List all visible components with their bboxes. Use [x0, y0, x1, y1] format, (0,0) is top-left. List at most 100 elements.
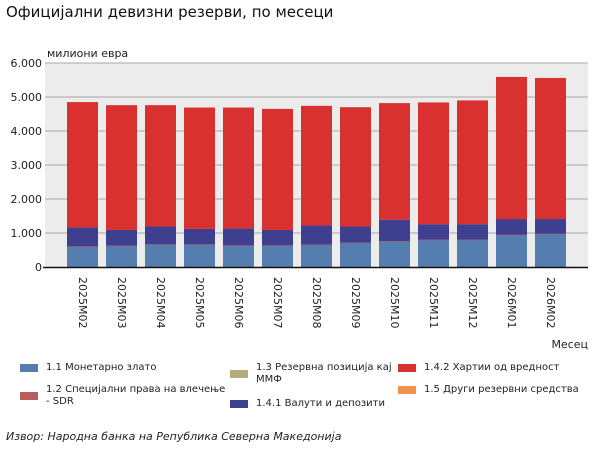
x-tick-label: 2025M04	[154, 277, 167, 328]
legend-label-line: 1.5 Други резервни средства	[424, 384, 579, 395]
legend: 1.1 Монетарно злато 1.2 Специјални права …	[0, 356, 600, 426]
x-tick-label-group: 2025M03	[115, 277, 128, 328]
bar-segment	[106, 105, 137, 230]
x-tick-label-group: 2025M05	[193, 277, 206, 328]
legend-label: 1.4.1 Валути и депозити	[256, 398, 385, 410]
bar-segment	[535, 233, 566, 235]
x-tick-label: 2025M10	[388, 277, 401, 328]
legend-swatch	[20, 364, 38, 372]
bar-segment	[496, 235, 527, 267]
x-tick-label: 2025M08	[310, 277, 323, 328]
bar-segment	[262, 245, 293, 247]
legend-swatch	[398, 364, 416, 372]
y-tick-label: 1.000	[11, 227, 43, 240]
legend-label: 1.5 Други резервни средства	[424, 384, 579, 396]
bar-segment	[184, 228, 215, 245]
bar-segment	[379, 103, 410, 220]
legend-label-line: 1.1 Монетарно злато	[46, 362, 157, 373]
bar-segment	[262, 108, 293, 230]
bar-segment	[262, 245, 293, 267]
bar-segment	[145, 105, 176, 227]
x-tick-label: 2025M11	[427, 277, 440, 328]
bar-segment	[457, 224, 488, 240]
x-tick-label-group: 2025M12	[466, 277, 479, 328]
bar-segment	[496, 234, 527, 236]
legend-label-line: 1.4.1 Валути и депозити	[256, 398, 385, 409]
legend-label-line: - SDR	[46, 396, 74, 407]
legend-swatch	[230, 400, 248, 408]
x-tick-label-group: 2025M09	[349, 277, 362, 328]
x-tick-label-group: 2025M07	[271, 277, 284, 328]
x-tick-label: 2025M05	[193, 277, 206, 328]
y-axis-label: милиони евра	[47, 47, 128, 60]
bar-segment	[145, 244, 176, 267]
x-tick-label: 2025M02	[76, 277, 89, 328]
bar-segment	[379, 240, 410, 242]
bar-segment	[184, 107, 215, 229]
y-tick-label: 5.000	[11, 91, 43, 104]
x-tick-label-group: 2025M11	[427, 277, 440, 328]
legend-label: 1.3 Резервна позиција кај ММФ	[256, 362, 392, 386]
stacked-bar-chart: 0 1.000 2.000 3.000 4.000 5.000 6.000 милиони е…	[11, 47, 588, 351]
bar-segment	[340, 226, 371, 243]
source-note: Извор: Народна банка на Република Северн…	[6, 430, 342, 443]
legend-label-line: 1.3 Резервна позиција кај	[256, 362, 392, 373]
bar-segment	[418, 239, 449, 241]
x-tick-label-group: 2026M01	[505, 277, 518, 328]
x-tick-label: 2025M07	[271, 277, 284, 328]
bar-segment	[457, 239, 488, 267]
bar-segment	[145, 226, 176, 245]
y-tick-label: 4.000	[11, 125, 43, 138]
x-tick-label-group: 2025M04	[154, 277, 167, 328]
x-tick-label-group: 2025M10	[388, 277, 401, 328]
bar-segment	[223, 228, 254, 246]
bar-segment	[457, 100, 488, 225]
bar-segment	[340, 242, 371, 267]
x-tick-label-group: 2025M02	[76, 277, 89, 328]
chart-title: Официјални девизни резерви, по месеци	[6, 3, 334, 21]
bar-segment	[301, 225, 332, 245]
x-tick-label-group: 2025M06	[232, 277, 245, 328]
x-tick-label: 2026M01	[505, 277, 518, 328]
y-tick-label: 0	[35, 261, 42, 274]
legend-swatch	[398, 386, 416, 394]
bar-segment	[106, 245, 137, 267]
bar-segment	[67, 102, 98, 228]
legend-label: 1.4.2 Хартии од вредност	[424, 362, 559, 374]
legend-label-line: 1.2 Специјални права на влечење	[46, 384, 226, 395]
bar-segment	[340, 242, 371, 244]
legend-label-line: ММФ	[256, 374, 282, 385]
x-tick-label-group: 2025M08	[310, 277, 323, 328]
x-tick-label: 2025M12	[466, 277, 479, 328]
bar-segment	[301, 244, 332, 267]
bar-segment	[106, 229, 137, 246]
bar-segment	[223, 107, 254, 229]
legend-label-line: 1.4.2 Хартии од вредност	[424, 362, 560, 373]
x-axis-label: Месец	[551, 338, 588, 351]
bar-segment	[67, 227, 98, 247]
bar-segment	[535, 219, 566, 234]
bar-segment	[379, 219, 410, 241]
bar-segment	[418, 224, 449, 240]
legend-swatch	[20, 392, 38, 400]
bar-segment	[535, 77, 566, 220]
bar-segment	[457, 239, 488, 241]
x-tick-label: 2025M06	[232, 277, 245, 328]
bar-segment	[535, 234, 566, 267]
bar-segment	[106, 245, 137, 247]
bar-segment	[301, 244, 332, 246]
bar-segment	[67, 246, 98, 267]
bar-segment	[418, 102, 449, 225]
bar-segment	[67, 246, 98, 248]
bar-segment	[223, 245, 254, 247]
y-tick-label: 3.000	[11, 159, 43, 172]
legend-label: 1.2 Специјални права на влечење - SDR	[46, 384, 225, 408]
y-tick-label: 2.000	[11, 193, 43, 206]
bar-segment	[496, 76, 527, 220]
bar-segment	[184, 244, 215, 267]
x-tick-label: 2026M02	[544, 277, 557, 328]
legend-swatch	[230, 370, 248, 378]
bar-segment	[223, 245, 254, 267]
bar-segment	[496, 219, 527, 235]
legend-label: 1.1 Монетарно злато	[46, 362, 156, 374]
